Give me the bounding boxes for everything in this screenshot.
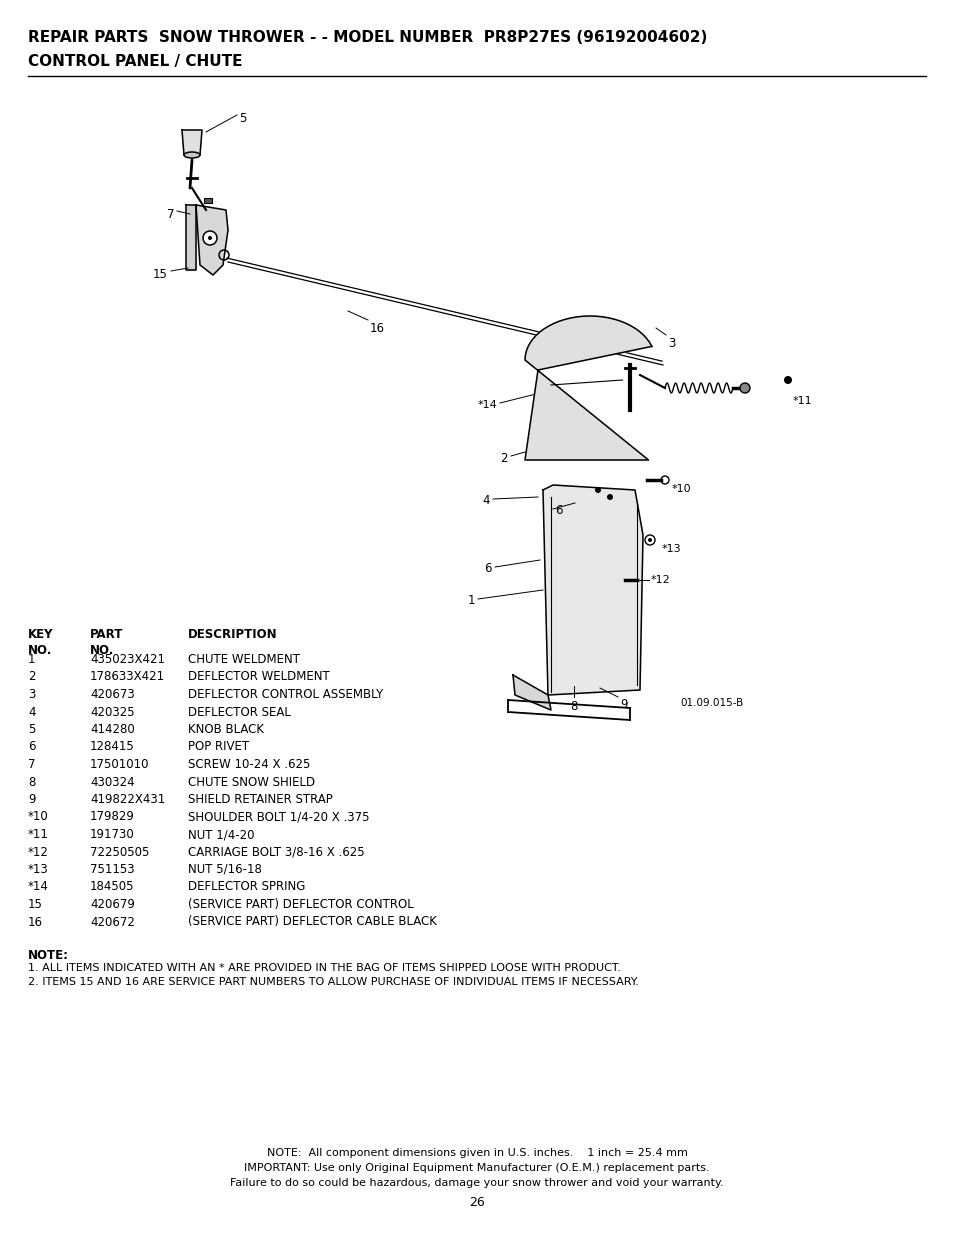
Text: *10: *10 [28,810,49,824]
Polygon shape [513,676,551,710]
Text: SHOULDER BOLT 1/4-20 X .375: SHOULDER BOLT 1/4-20 X .375 [188,810,369,824]
Text: DEFLECTOR CONTROL ASSEMBLY: DEFLECTOR CONTROL ASSEMBLY [188,688,383,701]
Text: (SERVICE PART) DEFLECTOR CABLE BLACK: (SERVICE PART) DEFLECTOR CABLE BLACK [188,915,436,929]
Text: IMPORTANT: Use only Original Equipment Manufacturer (O.E.M.) replacement parts.: IMPORTANT: Use only Original Equipment M… [244,1163,709,1173]
Text: 16: 16 [370,322,385,335]
Text: 6: 6 [484,562,492,574]
Text: 420679: 420679 [90,898,134,911]
Text: 128415: 128415 [90,741,134,753]
Text: REPAIR PARTS  SNOW THROWER - - MODEL NUMBER  PR8P27ES (96192004602): REPAIR PARTS SNOW THROWER - - MODEL NUMB… [28,30,706,44]
Polygon shape [186,205,195,270]
Text: CHUTE SNOW SHIELD: CHUTE SNOW SHIELD [188,776,314,788]
Text: 435023X421: 435023X421 [90,653,165,666]
Text: POP RIVET: POP RIVET [188,741,249,753]
Text: 184505: 184505 [90,881,134,893]
Text: 2: 2 [500,452,507,464]
Text: 17501010: 17501010 [90,758,150,771]
Text: DEFLECTOR WELDMENT: DEFLECTOR WELDMENT [188,671,330,683]
Text: *14: *14 [476,400,497,410]
Text: 179829: 179829 [90,810,134,824]
Text: 2: 2 [28,671,35,683]
Text: 72250505: 72250505 [90,846,150,858]
Ellipse shape [184,152,200,158]
Circle shape [203,231,216,245]
Text: 751153: 751153 [90,863,134,876]
Text: *14: *14 [28,881,49,893]
Polygon shape [182,130,202,156]
Text: CONTROL PANEL / CHUTE: CONTROL PANEL / CHUTE [28,54,242,69]
Text: 6: 6 [555,504,562,516]
Text: 3: 3 [667,337,675,350]
Text: DEFLECTOR SEAL: DEFLECTOR SEAL [188,705,291,719]
Text: 420673: 420673 [90,688,134,701]
Text: 2. ITEMS 15 AND 16 ARE SERVICE PART NUMBERS TO ALLOW PURCHASE OF INDIVIDUAL ITEM: 2. ITEMS 15 AND 16 ARE SERVICE PART NUMB… [28,977,639,987]
Text: *13: *13 [661,543,680,555]
Text: *11: *11 [28,827,49,841]
Text: NOTE:  All component dimensions given in U.S. inches.    1 inch = 25.4 mm: NOTE: All component dimensions given in … [266,1149,687,1158]
Text: NUT 5/16-18: NUT 5/16-18 [188,863,262,876]
Circle shape [595,487,600,493]
Text: 419822X431: 419822X431 [90,793,165,806]
Text: KNOB BLACK: KNOB BLACK [188,722,264,736]
Text: 4: 4 [28,705,35,719]
Text: 26: 26 [469,1195,484,1209]
Text: CARRIAGE BOLT 3/8-16 X .625: CARRIAGE BOLT 3/8-16 X .625 [188,846,364,858]
Text: 4: 4 [482,494,490,506]
Text: 420325: 420325 [90,705,134,719]
Text: *10: *10 [671,484,691,494]
Text: 5: 5 [239,112,246,125]
Text: (SERVICE PART) DEFLECTOR CONTROL: (SERVICE PART) DEFLECTOR CONTROL [188,898,414,911]
Circle shape [783,375,791,384]
Text: 15: 15 [153,268,168,282]
Text: 178633X421: 178633X421 [90,671,165,683]
Text: Failure to do so could be hazardous, damage your snow thrower and void your warr: Failure to do so could be hazardous, dam… [230,1178,723,1188]
Text: *11: *11 [792,396,812,406]
Text: 7: 7 [168,207,174,221]
Text: 5: 5 [28,722,35,736]
Text: 15: 15 [28,898,43,911]
Circle shape [208,236,212,240]
Text: PART
NO.: PART NO. [90,629,123,657]
Polygon shape [542,485,642,695]
Text: 8: 8 [570,700,578,713]
Text: 9: 9 [619,698,627,711]
FancyBboxPatch shape [204,198,212,203]
Text: 420672: 420672 [90,915,134,929]
Text: 7: 7 [28,758,35,771]
Text: 430324: 430324 [90,776,134,788]
Text: 16: 16 [28,915,43,929]
Text: 8: 8 [28,776,35,788]
Text: 3: 3 [28,688,35,701]
Text: SCREW 10-24 X .625: SCREW 10-24 X .625 [188,758,310,771]
Text: *13: *13 [28,863,49,876]
Text: *12: *12 [28,846,49,858]
Text: *12: *12 [650,576,670,585]
Text: NOTE:: NOTE: [28,948,69,962]
Text: 414280: 414280 [90,722,134,736]
Polygon shape [524,316,651,459]
Circle shape [647,538,651,542]
Polygon shape [195,205,228,275]
Text: 1: 1 [467,594,475,606]
Circle shape [606,494,613,500]
Text: SHIELD RETAINER STRAP: SHIELD RETAINER STRAP [188,793,333,806]
Text: DEFLECTOR SPRING: DEFLECTOR SPRING [188,881,305,893]
Text: KEY
NO.: KEY NO. [28,629,53,657]
Text: 9: 9 [28,793,35,806]
Text: 1: 1 [28,653,35,666]
Circle shape [740,383,749,393]
Text: 01.09.015-B: 01.09.015-B [679,698,742,708]
Text: CHUTE WELDMENT: CHUTE WELDMENT [188,653,299,666]
Text: DESCRIPTION: DESCRIPTION [188,629,277,641]
Circle shape [644,535,655,545]
Text: 191730: 191730 [90,827,134,841]
Text: 1. ALL ITEMS INDICATED WITH AN * ARE PROVIDED IN THE BAG OF ITEMS SHIPPED LOOSE : 1. ALL ITEMS INDICATED WITH AN * ARE PRO… [28,963,620,973]
Text: NUT 1/4-20: NUT 1/4-20 [188,827,254,841]
Text: 6: 6 [28,741,35,753]
